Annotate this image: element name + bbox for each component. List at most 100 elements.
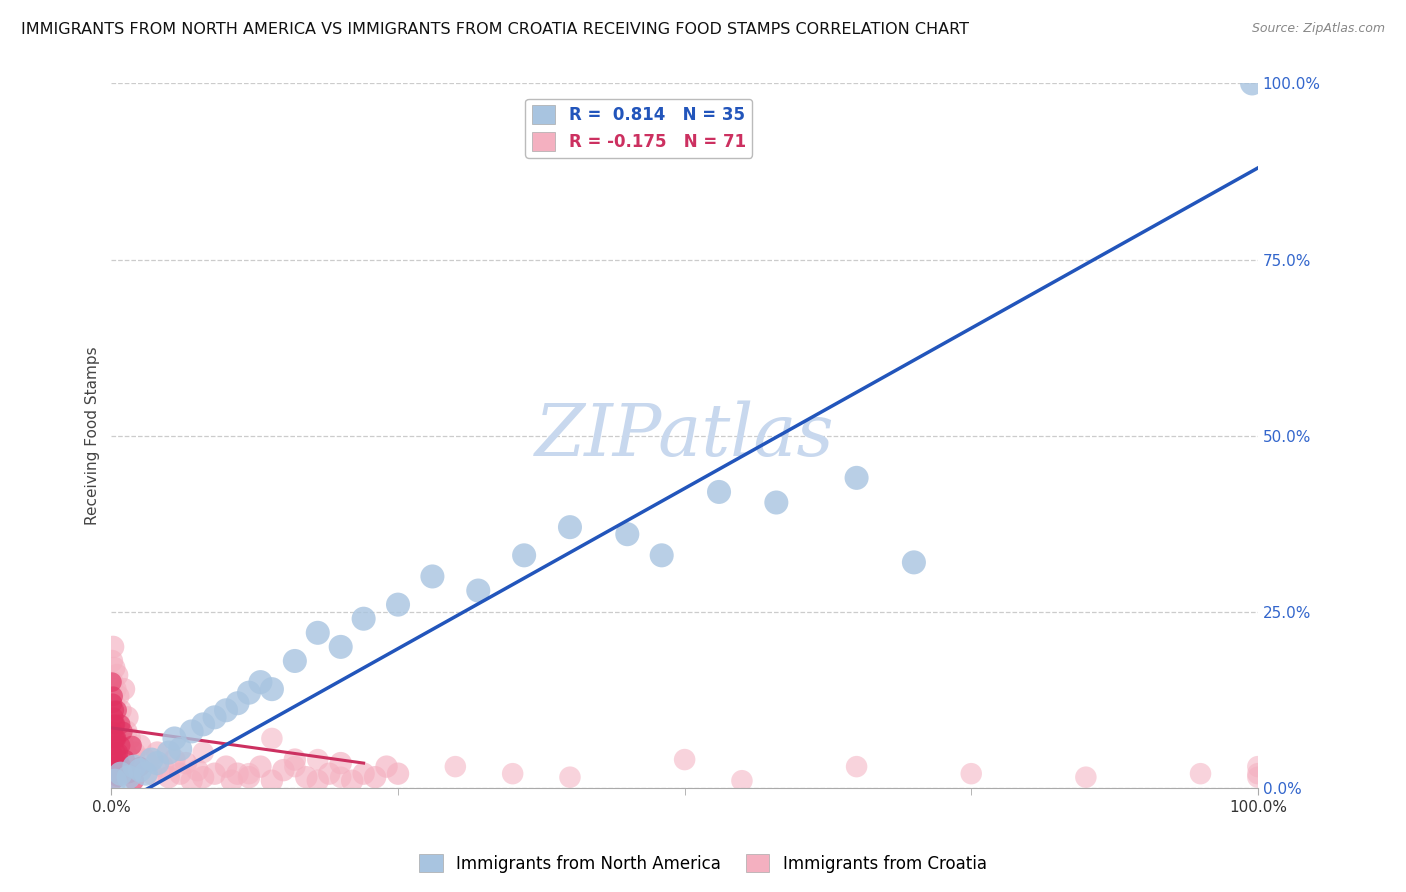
Point xyxy=(307,773,329,788)
Point xyxy=(104,682,127,697)
Point xyxy=(329,756,352,770)
Point xyxy=(108,717,131,731)
Point xyxy=(238,766,260,780)
Point xyxy=(121,753,143,767)
Point xyxy=(295,770,318,784)
Point xyxy=(163,753,186,767)
Point xyxy=(157,746,180,760)
Point xyxy=(307,753,329,767)
Point xyxy=(260,682,283,697)
Point xyxy=(103,703,125,717)
Point xyxy=(204,710,226,724)
Point xyxy=(558,520,581,534)
Point xyxy=(103,661,125,675)
Point xyxy=(115,724,138,739)
Point xyxy=(111,739,134,753)
Point xyxy=(129,759,152,773)
Point xyxy=(107,746,129,760)
Point xyxy=(117,770,139,784)
Point xyxy=(110,739,132,753)
Point xyxy=(118,731,141,746)
Point xyxy=(104,710,127,724)
Point xyxy=(117,759,139,773)
Point xyxy=(104,773,127,788)
Point xyxy=(124,773,146,788)
Point xyxy=(249,675,271,690)
Point xyxy=(180,724,202,739)
Point xyxy=(186,763,208,777)
Point xyxy=(284,654,307,668)
Point xyxy=(101,675,124,690)
Point xyxy=(467,583,489,598)
Point xyxy=(129,763,152,777)
Point xyxy=(108,766,131,780)
Point xyxy=(284,753,307,767)
Point xyxy=(260,773,283,788)
Point xyxy=(111,759,134,773)
Point xyxy=(107,689,129,703)
Legend: R =  0.814   N = 35, R = -0.175   N = 71: R = 0.814 N = 35, R = -0.175 N = 71 xyxy=(526,99,752,158)
Point xyxy=(191,717,214,731)
Point xyxy=(169,766,191,780)
Point xyxy=(107,770,129,784)
Point xyxy=(249,759,271,773)
Point xyxy=(226,696,249,710)
Point xyxy=(121,739,143,753)
Point xyxy=(117,766,139,780)
Point xyxy=(1247,766,1270,780)
Point xyxy=(502,766,524,780)
Point xyxy=(104,731,127,746)
Point xyxy=(221,773,243,788)
Point xyxy=(163,731,186,746)
Point xyxy=(104,731,127,746)
Point xyxy=(105,703,128,717)
Point xyxy=(124,759,146,773)
Text: IMMIGRANTS FROM NORTH AMERICA VS IMMIGRANTS FROM CROATIA RECEIVING FOOD STAMPS C: IMMIGRANTS FROM NORTH AMERICA VS IMMIGRA… xyxy=(21,22,969,37)
Point xyxy=(845,759,868,773)
Point xyxy=(110,703,132,717)
Point xyxy=(238,770,260,784)
Point xyxy=(1247,759,1270,773)
Point xyxy=(105,759,128,773)
Point xyxy=(845,471,868,485)
Point xyxy=(157,770,180,784)
Point xyxy=(114,753,136,767)
Point xyxy=(112,682,135,697)
Point xyxy=(169,742,191,756)
Point xyxy=(765,495,787,509)
Point xyxy=(364,770,387,784)
Point xyxy=(107,759,129,773)
Point xyxy=(673,753,696,767)
Point xyxy=(1247,770,1270,784)
Point xyxy=(318,766,340,780)
Point xyxy=(387,766,409,780)
Point xyxy=(105,731,128,746)
Point xyxy=(141,766,163,780)
Point xyxy=(103,739,125,753)
Point xyxy=(340,773,363,788)
Point xyxy=(238,686,260,700)
Point xyxy=(960,766,983,780)
Point xyxy=(111,731,134,746)
Text: Source: ZipAtlas.com: Source: ZipAtlas.com xyxy=(1251,22,1385,36)
Y-axis label: Receiving Food Stamps: Receiving Food Stamps xyxy=(86,346,100,524)
Point xyxy=(513,549,536,563)
Legend: Immigrants from North America, Immigrants from Croatia: Immigrants from North America, Immigrant… xyxy=(413,847,993,880)
Point xyxy=(651,549,673,563)
Point xyxy=(731,773,754,788)
Point xyxy=(387,598,409,612)
Point xyxy=(103,753,125,767)
Point xyxy=(104,766,127,780)
Point xyxy=(903,555,925,569)
Point xyxy=(101,759,124,773)
Point xyxy=(307,625,329,640)
Point xyxy=(100,766,122,780)
Point xyxy=(152,759,174,773)
Point xyxy=(124,746,146,760)
Point xyxy=(108,753,131,767)
Point xyxy=(104,717,127,731)
Point xyxy=(260,731,283,746)
Point xyxy=(146,746,169,760)
Point xyxy=(284,759,307,773)
Point xyxy=(105,746,128,760)
